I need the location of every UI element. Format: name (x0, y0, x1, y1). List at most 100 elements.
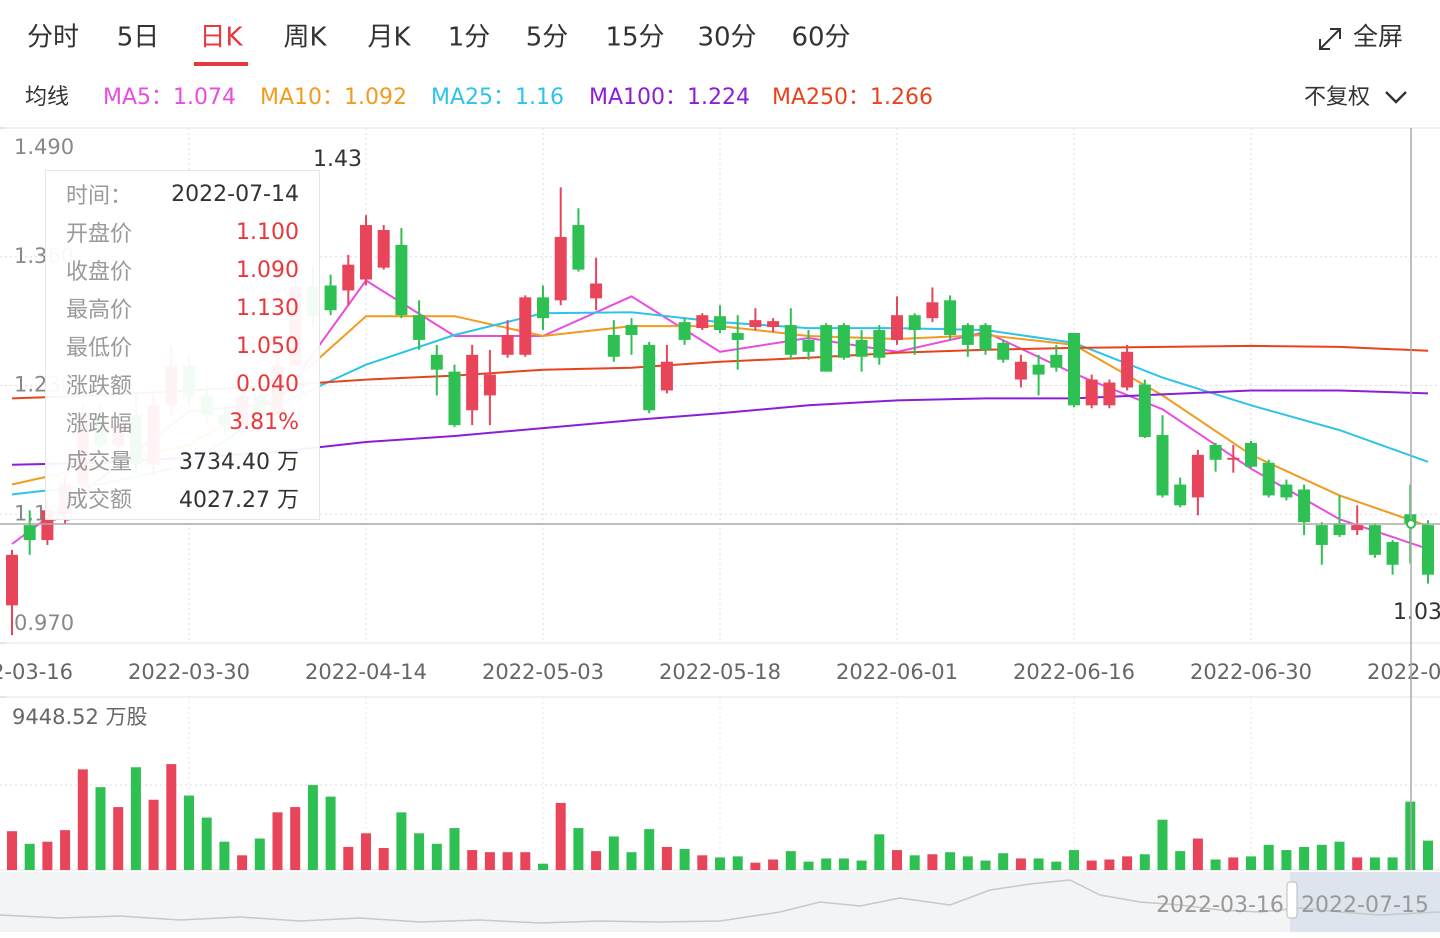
candle-body (430, 354, 443, 370)
volume-bar (750, 862, 761, 870)
volume-bar (1157, 819, 1168, 870)
tab[interactable]: 60分 (791, 23, 850, 53)
candle-body (324, 285, 337, 311)
navigator-end: 2022-07-15 (1301, 893, 1429, 918)
ma-latest: 1.266 (870, 85, 933, 110)
candle-body (1280, 484, 1293, 498)
volume-bar (1192, 838, 1203, 870)
volume-bar (484, 852, 495, 870)
navigator-handle[interactable] (1286, 881, 1298, 919)
tooltip-value: 2022-07-14 (171, 181, 299, 207)
candle-body (714, 316, 726, 331)
volume-bar (467, 850, 478, 870)
tab[interactable]: 15分 (605, 23, 664, 53)
tab[interactable]: 5日 (117, 23, 160, 53)
volume-bar (768, 859, 779, 870)
volume-bar (7, 831, 17, 870)
x-tick-label: 2022-07-15 (1367, 660, 1440, 684)
volume-bar (24, 843, 35, 870)
fullscreen-icon[interactable] (1319, 28, 1341, 50)
candle-body (413, 315, 426, 340)
volume-bar (591, 851, 602, 870)
volume-bar (1369, 857, 1380, 870)
ma-legend: MA25：1.16 (431, 85, 564, 110)
candle-body (749, 320, 762, 328)
candle-body (1227, 457, 1240, 460)
ma-latest: 1.16 (515, 85, 564, 110)
tooltip-row: 最高价 1.130 (46, 289, 319, 327)
tooltip-row: 涨跌幅 3.81% (46, 403, 319, 441)
volume-bar (520, 852, 531, 870)
tab[interactable]: 周K (283, 23, 327, 53)
candle-body (1050, 354, 1063, 368)
adjust-select[interactable]: 不复权 (1304, 85, 1370, 110)
ma-latest: 1.074 (173, 85, 236, 110)
tab[interactable]: 30分 (697, 23, 756, 53)
candle-body (554, 236, 567, 301)
candle-body (1262, 462, 1275, 496)
volume-bar (626, 852, 637, 870)
candle-body (767, 321, 780, 328)
volume-bar (237, 855, 248, 870)
volume-bar (1299, 846, 1310, 870)
tab[interactable]: 1分 (448, 23, 491, 53)
volume-bar (538, 863, 548, 870)
ma-separator: ： (151, 85, 173, 110)
candle-body (1068, 333, 1080, 406)
ma-separator: ： (848, 85, 870, 110)
candle-body (1191, 454, 1204, 498)
tooltip-label: 涨跌额 (66, 374, 133, 399)
volume-bar (1352, 857, 1363, 870)
navigator-selection[interactable] (1290, 872, 1440, 932)
volume-bar (909, 855, 920, 870)
volume-bar (1228, 857, 1239, 870)
ma-legend: MA5：1.074 (103, 85, 236, 110)
volume-bar (679, 849, 690, 870)
tab[interactable]: 日K (199, 23, 243, 53)
volume-bar (60, 830, 71, 870)
ma-latest: 1.224 (687, 85, 750, 110)
ma-legend: MA100：1.224 (589, 85, 750, 110)
x-tick-label: 2022-06-01 (836, 660, 958, 684)
candle-body (1103, 382, 1116, 406)
fullscreen[interactable]: 全屏 (1353, 22, 1403, 51)
tooltip-value: 3734.40 万 (179, 450, 299, 475)
volume-bar (785, 851, 796, 870)
candle-body (519, 297, 532, 355)
volume-bar (148, 799, 159, 870)
volume-bar (998, 853, 1009, 870)
y-tick-label: 1.490 (14, 135, 74, 159)
candle-body (660, 361, 673, 391)
candle-body (1174, 484, 1187, 506)
tab[interactable]: 5分 (526, 23, 569, 53)
tooltip-row: 时间： 2022-07-14 (46, 175, 319, 213)
volume-bar (325, 796, 336, 870)
volume-bar (838, 858, 849, 870)
volume-bar (77, 769, 88, 870)
min-label: 1.03 (1393, 600, 1440, 625)
x-tick-label: 2022-03-30 (128, 660, 250, 684)
tab[interactable]: 月K (367, 23, 411, 53)
tooltip-label: 时间： (66, 184, 133, 209)
volume-bar (1015, 858, 1026, 870)
volume-bar (1263, 844, 1274, 870)
dropdown-arrow[interactable] (1385, 91, 1407, 104)
volume-bar (644, 829, 655, 870)
candle-body (784, 325, 797, 355)
candle-body (483, 374, 496, 396)
volume-bar (1122, 856, 1133, 870)
tab[interactable]: 分时 (27, 23, 79, 53)
candle-body (802, 339, 815, 352)
candle-body (377, 230, 390, 268)
tooltip-label: 最低价 (66, 336, 133, 361)
navigator (0, 872, 1440, 932)
volume-bar (803, 861, 814, 870)
tooltip-label: 最高价 (66, 298, 133, 323)
tooltip-label: 开盘价 (66, 222, 133, 247)
ma-name: MA250 (772, 85, 848, 110)
volume-bar (821, 858, 832, 870)
candle-body (1209, 444, 1222, 460)
volume-bar (130, 767, 141, 870)
volume-bar (113, 807, 124, 870)
ma-name: MA25 (431, 85, 493, 110)
